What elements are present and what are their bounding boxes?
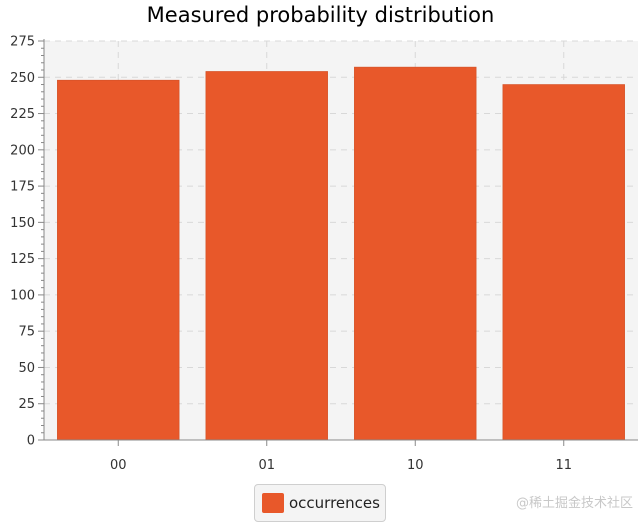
watermark: @稀土掘金技术社区: [515, 496, 633, 511]
y-tick-label: 200: [10, 143, 35, 158]
y-tick-label: 275: [10, 35, 35, 50]
y-axis-ticks: 0 25 50 75 100 125 150 175 200 225 250 275: [10, 35, 44, 449]
y-tick-label: 125: [10, 252, 35, 267]
x-tick-label: 00: [110, 458, 127, 473]
x-tick-label: 11: [555, 458, 572, 473]
bar-chart: 0 25 50 75 100 125 150 175 200 225 250 275 00 01 10 11: [10, 35, 638, 473]
legend: occurrences: [254, 484, 386, 522]
y-tick-label: 75: [18, 325, 35, 340]
bars: [57, 66, 625, 441]
y-tick-label: 50: [18, 361, 35, 376]
y-tick-label: 175: [10, 180, 35, 195]
bar-11: [502, 84, 625, 441]
y-tick-label: 25: [18, 397, 35, 412]
y-tick-label: 225: [10, 107, 35, 122]
y-tick-label: 150: [10, 216, 35, 231]
x-tick-label: 01: [258, 458, 275, 473]
y-tick-label: 0: [27, 434, 35, 449]
bar-01: [205, 71, 328, 441]
y-tick-label: 100: [10, 288, 35, 303]
x-axis-ticks: 00 01 10 11: [110, 440, 572, 473]
chart-title: Measured probability distribution: [146, 3, 495, 27]
bar-00: [57, 79, 180, 441]
legend-label: occurrences: [289, 494, 380, 512]
bar-10: [354, 66, 477, 441]
x-tick-label: 10: [407, 458, 424, 473]
legend-swatch: [262, 493, 284, 513]
y-tick-label: 250: [10, 71, 35, 86]
